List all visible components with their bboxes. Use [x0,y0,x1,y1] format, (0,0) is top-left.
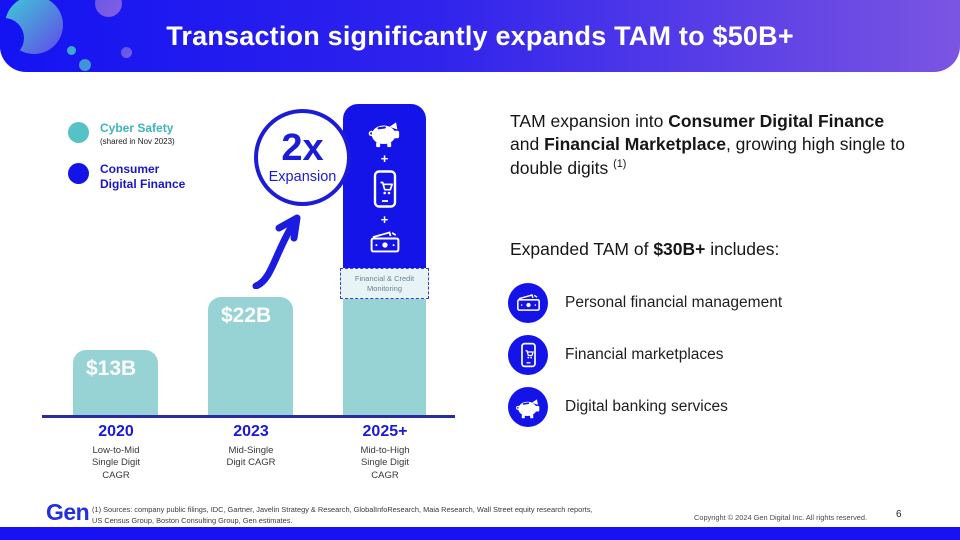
expansion-arrow-icon [252,214,301,289]
year-label: 2023 [233,423,269,440]
paragraph-text: and [510,134,545,155]
decorative-bubble [67,46,76,55]
paragraph-text: , growing high single to double digits [510,134,905,178]
legend-dot-cyber-safety [68,122,89,143]
sources-footnote: (1) Sources: company public filings, IDC… [92,505,593,525]
list-item-financial-marketplaces: Financial marketplaces [508,335,782,375]
x-axis-line [42,415,455,418]
page-number: 6 [896,509,902,520]
footnote-reference: (1) [613,157,627,170]
segment-financial-credit-monitoring: Financial & Credit Monitoring [340,268,429,299]
bar-2023: $22B [208,297,293,415]
bar-value-label: $13B [86,357,137,380]
paragraph-bold: Financial Marketplace [544,134,726,155]
copyright-text: Copyright © 2024 Gen Digital Inc. All ri… [694,513,868,522]
decorative-bubble [79,59,91,71]
paragraph-bold: Consumer Digital Finance [668,111,885,131]
expanded-tam-heading: Expanded TAM of $30B+ includes: [510,239,916,260]
list-item-digital-banking-services: Digital banking services [508,387,782,427]
feature-label: Financial marketplaces [565,346,724,363]
legend-label: Cyber Safety [100,121,174,135]
bar-2020: $13B [73,350,158,415]
bottom-accent-strip [0,527,960,540]
piggy-bank-icon [508,387,548,427]
cagr-note: Low-to-Mid Single Digit CAGR [91,445,141,481]
expansion-label: Expansion [268,168,337,185]
list-item-personal-financial-management: Personal financial management [508,283,782,323]
slide-title: Transaction significantly expands TAM to… [166,20,794,51]
segment-consumer-digital-finance: + + [343,104,426,268]
banknote-icon [508,283,548,323]
heading-text: includes: [705,239,780,259]
year-label: 2025+ [362,423,408,440]
decorative-bubble [95,0,122,17]
tam-feature-list: Personal financial management Financial … [508,283,782,427]
chart-legend: Cyber Safety (shared in Nov 2023) Consum… [68,121,185,192]
plus-icon: + [380,150,389,166]
expansion-badge: 2x Expansion [254,109,351,206]
title-banner: Transaction significantly expands TAM to… [0,0,960,72]
marketplace-phone-icon [508,335,548,375]
x-label-2025: 2025+ Mid-to-High Single Digit CAGR [319,423,451,482]
bar-2025: + + Financial & Credit Monitoring [340,104,429,415]
plus-icon: + [380,211,389,227]
feature-label: Personal financial management [565,294,783,311]
x-label-2020: 2020 Low-to-Mid Single Digit CAGR [50,423,182,482]
x-label-2023: 2023 Mid-Single Digit CAGR [185,423,317,470]
legend-item-cyber-safety: Cyber Safety (shared in Nov 2023) [68,121,185,146]
legend-dot-consumer-digital-finance [68,163,89,184]
expansion-multiplier: 2x [281,127,324,170]
bar-value-label: $22B [221,304,272,327]
marketplace-phone-icon [373,169,396,208]
legend-note: (shared in Nov 2023) [100,137,175,146]
cagr-note: Mid-Single Digit CAGR [226,445,276,469]
legend-label: Consumer Digital Finance [100,162,186,191]
tam-expansion-paragraph: TAM expansion into Consumer Digital Fina… [510,110,916,180]
legend-item-consumer-digital-finance: Consumer Digital Finance [68,162,185,192]
decorative-bubble [121,47,132,58]
year-label: 2020 [98,423,134,440]
paragraph-text: TAM expansion into [510,111,669,131]
cagr-note: Mid-to-High Single Digit CAGR [360,445,410,481]
banknote-icon [370,230,399,252]
piggy-bank-icon [368,121,399,147]
heading-text: Expanded TAM of [510,239,654,259]
segment-cyber-safety [343,299,426,415]
gen-logo: Gen [46,499,90,525]
heading-bold: $30B+ [653,239,706,259]
feature-label: Digital banking services [565,398,728,415]
